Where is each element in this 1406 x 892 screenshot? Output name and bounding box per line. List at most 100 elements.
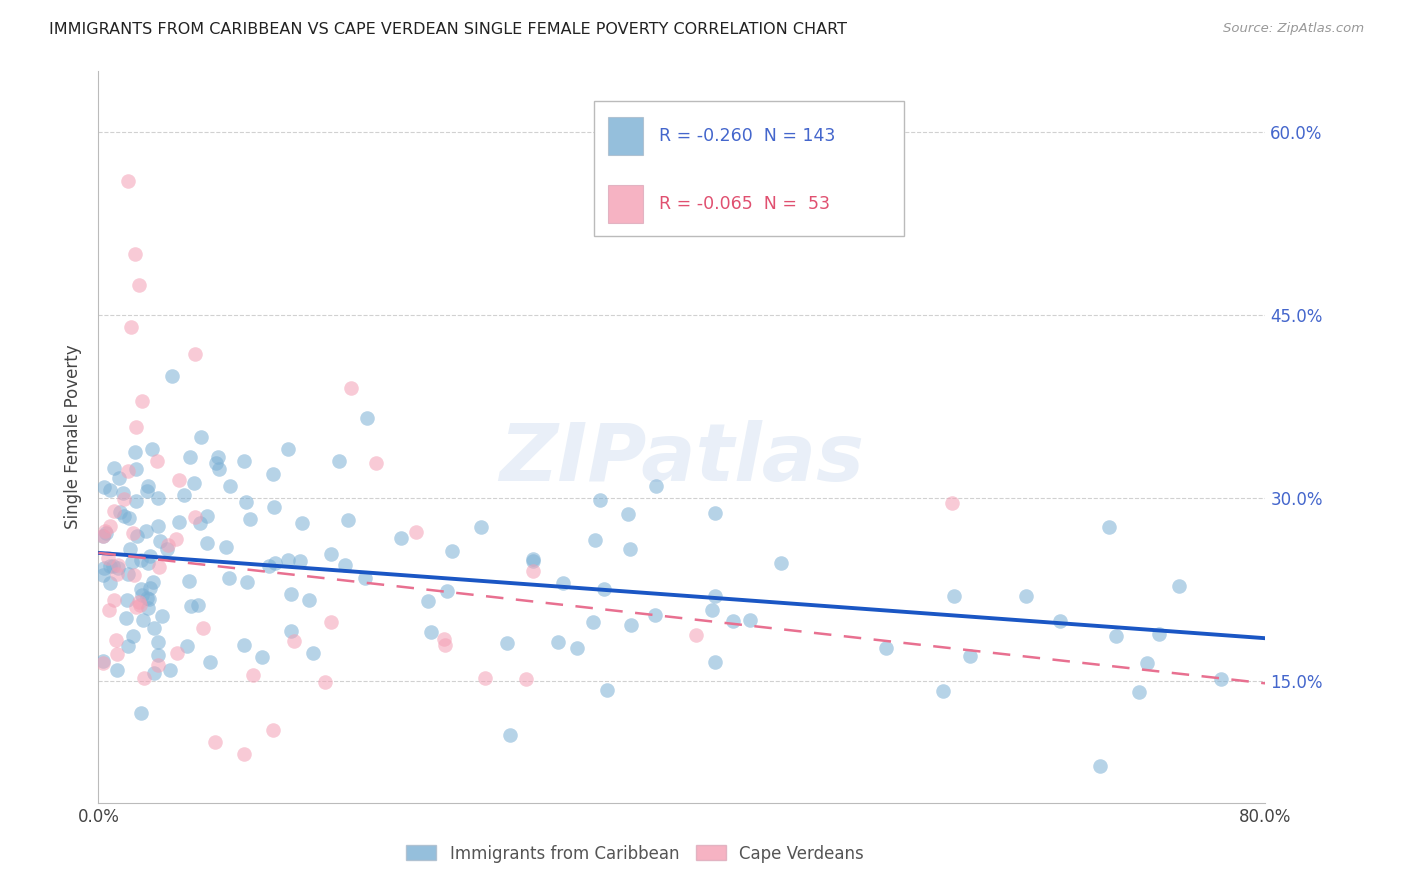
Point: [233, 454, 256, 468]
Point: [96, 525, 118, 540]
Point: [198, 656, 221, 670]
Point: [93, 560, 115, 574]
Point: [592, 582, 614, 596]
Point: [702, 603, 724, 617]
Point: [167, 473, 190, 487]
Point: [108, 471, 131, 485]
Point: [98, 518, 121, 533]
Point: [190, 430, 212, 444]
Point: [207, 450, 229, 464]
Point: [433, 639, 456, 653]
Point: [280, 624, 302, 639]
Point: [128, 277, 150, 292]
Point: [150, 609, 173, 624]
Point: [146, 648, 169, 663]
Point: [104, 632, 127, 647]
Text: R = -0.065  N =  53: R = -0.065 N = 53: [658, 194, 830, 213]
Point: [195, 535, 218, 549]
Point: [283, 634, 305, 648]
Point: [122, 629, 145, 643]
Point: [645, 478, 668, 492]
Legend: Immigrants from Caribbean, Cape Verdeans: Immigrants from Caribbean, Cape Verdeans: [402, 839, 869, 868]
Point: [103, 504, 125, 518]
Point: [141, 442, 163, 456]
Point: [91, 529, 114, 543]
Point: [132, 613, 155, 627]
Point: [433, 632, 456, 646]
Point: [97, 550, 120, 565]
Point: [1105, 629, 1128, 643]
Point: [1088, 759, 1111, 773]
Point: [146, 491, 169, 505]
Point: [159, 663, 181, 677]
Point: [105, 567, 128, 582]
Point: [1209, 672, 1232, 686]
Point: [177, 574, 200, 589]
Point: [125, 493, 148, 508]
Point: [112, 491, 135, 506]
Point: [105, 663, 128, 677]
Point: [263, 557, 285, 571]
Point: [138, 581, 160, 595]
Point: [187, 598, 209, 612]
Point: [139, 549, 162, 564]
Point: [146, 454, 169, 468]
Point: [1128, 685, 1150, 699]
Point: [620, 618, 643, 632]
Point: [405, 524, 427, 539]
Point: [124, 445, 146, 459]
Point: [107, 560, 129, 574]
Point: [420, 625, 443, 640]
Point: [583, 533, 606, 547]
Point: [474, 671, 496, 685]
Point: [122, 526, 145, 541]
Point: [132, 671, 155, 685]
Point: [146, 519, 169, 533]
Point: [108, 505, 131, 519]
Point: [233, 638, 256, 652]
Point: [117, 566, 139, 581]
Point: [242, 668, 264, 682]
Point: [280, 586, 302, 600]
Point: [250, 649, 273, 664]
Point: [354, 571, 377, 585]
Point: [941, 496, 963, 510]
Point: [125, 529, 148, 543]
Point: [149, 534, 172, 549]
Point: [356, 410, 378, 425]
Point: [190, 516, 212, 530]
Point: [333, 558, 356, 573]
Point: [1098, 520, 1121, 534]
Point: [156, 541, 179, 556]
Point: [195, 508, 218, 523]
Point: [124, 419, 146, 434]
Text: R = -0.260  N = 143: R = -0.260 N = 143: [658, 127, 835, 145]
Point: [131, 706, 153, 720]
Point: [173, 488, 195, 502]
Text: Source: ZipAtlas.com: Source: ZipAtlas.com: [1223, 22, 1364, 36]
Point: [143, 621, 166, 635]
Point: [118, 542, 141, 557]
Point: [157, 537, 180, 551]
Point: [1015, 589, 1038, 603]
Point: [179, 450, 201, 464]
Point: [389, 531, 412, 545]
Point: [619, 541, 641, 556]
Point: [121, 555, 143, 569]
Point: [233, 747, 256, 761]
Point: [114, 610, 136, 624]
Point: [136, 601, 159, 615]
FancyBboxPatch shape: [609, 118, 644, 155]
Point: [522, 564, 544, 578]
Point: [959, 648, 981, 663]
Point: [103, 460, 125, 475]
Point: [167, 515, 190, 529]
Point: [515, 672, 537, 686]
Point: [1168, 579, 1191, 593]
Point: [704, 506, 727, 520]
Point: [115, 592, 138, 607]
Point: [596, 683, 619, 698]
Point: [112, 509, 135, 524]
Point: [364, 456, 387, 470]
Point: [91, 654, 114, 668]
